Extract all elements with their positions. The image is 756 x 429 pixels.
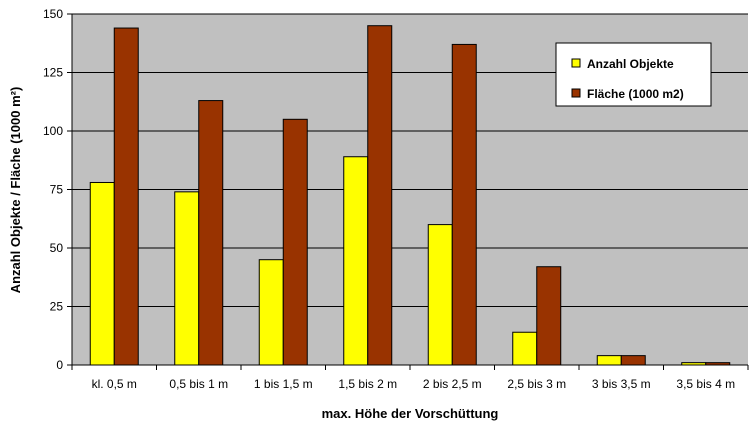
bar-flaeche-3	[367, 25, 393, 366]
y-tick-label: 125	[43, 66, 63, 80]
y-tick-label: 100	[43, 124, 63, 138]
bar-anzahl-objekte-5	[512, 331, 538, 366]
bar-anzahl-objekte-3	[343, 156, 369, 366]
bar-anzahl-objekte-6	[596, 355, 622, 366]
y-tick-label: 75	[50, 183, 64, 197]
legend-box	[555, 42, 712, 107]
x-category-label: 2 bis 2,5 m	[423, 377, 482, 391]
x-category-label: 3,5 bis 4 m	[676, 377, 735, 391]
x-axis-title: max. Höhe der Vorschüttung	[322, 406, 499, 421]
bar-anzahl-objekte-2	[258, 259, 284, 366]
bar-flaeche-1	[198, 100, 224, 366]
bars-group	[89, 25, 731, 366]
y-tick-labels: 0 25 50 75 100 125 150	[43, 7, 72, 372]
bar-flaeche-4	[451, 43, 477, 366]
y-tick-label: 0	[56, 358, 63, 372]
x-category-label: 3 bis 3,5 m	[592, 377, 651, 391]
bar-anzahl-objekte-0	[89, 181, 115, 366]
x-category-label: 1,5 bis 2 m	[338, 377, 397, 391]
bar-anzahl-objekte-4	[427, 224, 453, 366]
legend-label-anzahl: Anzahl Objekte	[587, 57, 674, 71]
bar-flaeche-0	[113, 27, 139, 366]
x-tick-labels: kl. 0,5 m 0,5 bis 1 m 1 bis 1,5 m 1,5 bis 2…	[71, 365, 749, 391]
legend-swatch-flaeche	[571, 88, 581, 98]
y-tick-label: 25	[50, 300, 64, 314]
bar-anzahl-objekte-1	[174, 191, 200, 366]
legend-swatch-anzahl	[571, 58, 581, 68]
y-tick-label: 150	[43, 7, 63, 21]
bar-flaeche-2	[282, 118, 308, 366]
bar-flaeche-6	[620, 355, 646, 366]
y-tick-label: 50	[50, 241, 64, 255]
y-axis-title: Anzahl Objekte / Fläche (1000 m²)	[8, 87, 23, 294]
x-category-label: 1 bis 1,5 m	[254, 377, 313, 391]
bar-flaeche-5	[536, 266, 562, 366]
legend-label-flaeche: Fläche (1000 m2)	[587, 87, 684, 101]
legend: Anzahl Objekte Fläche (1000 m2)	[555, 42, 712, 107]
x-category-label: 0,5 bis 1 m	[169, 377, 228, 391]
x-category-label: kl. 0,5 m	[92, 377, 137, 391]
x-category-label: 2,5 bis 3 m	[507, 377, 566, 391]
